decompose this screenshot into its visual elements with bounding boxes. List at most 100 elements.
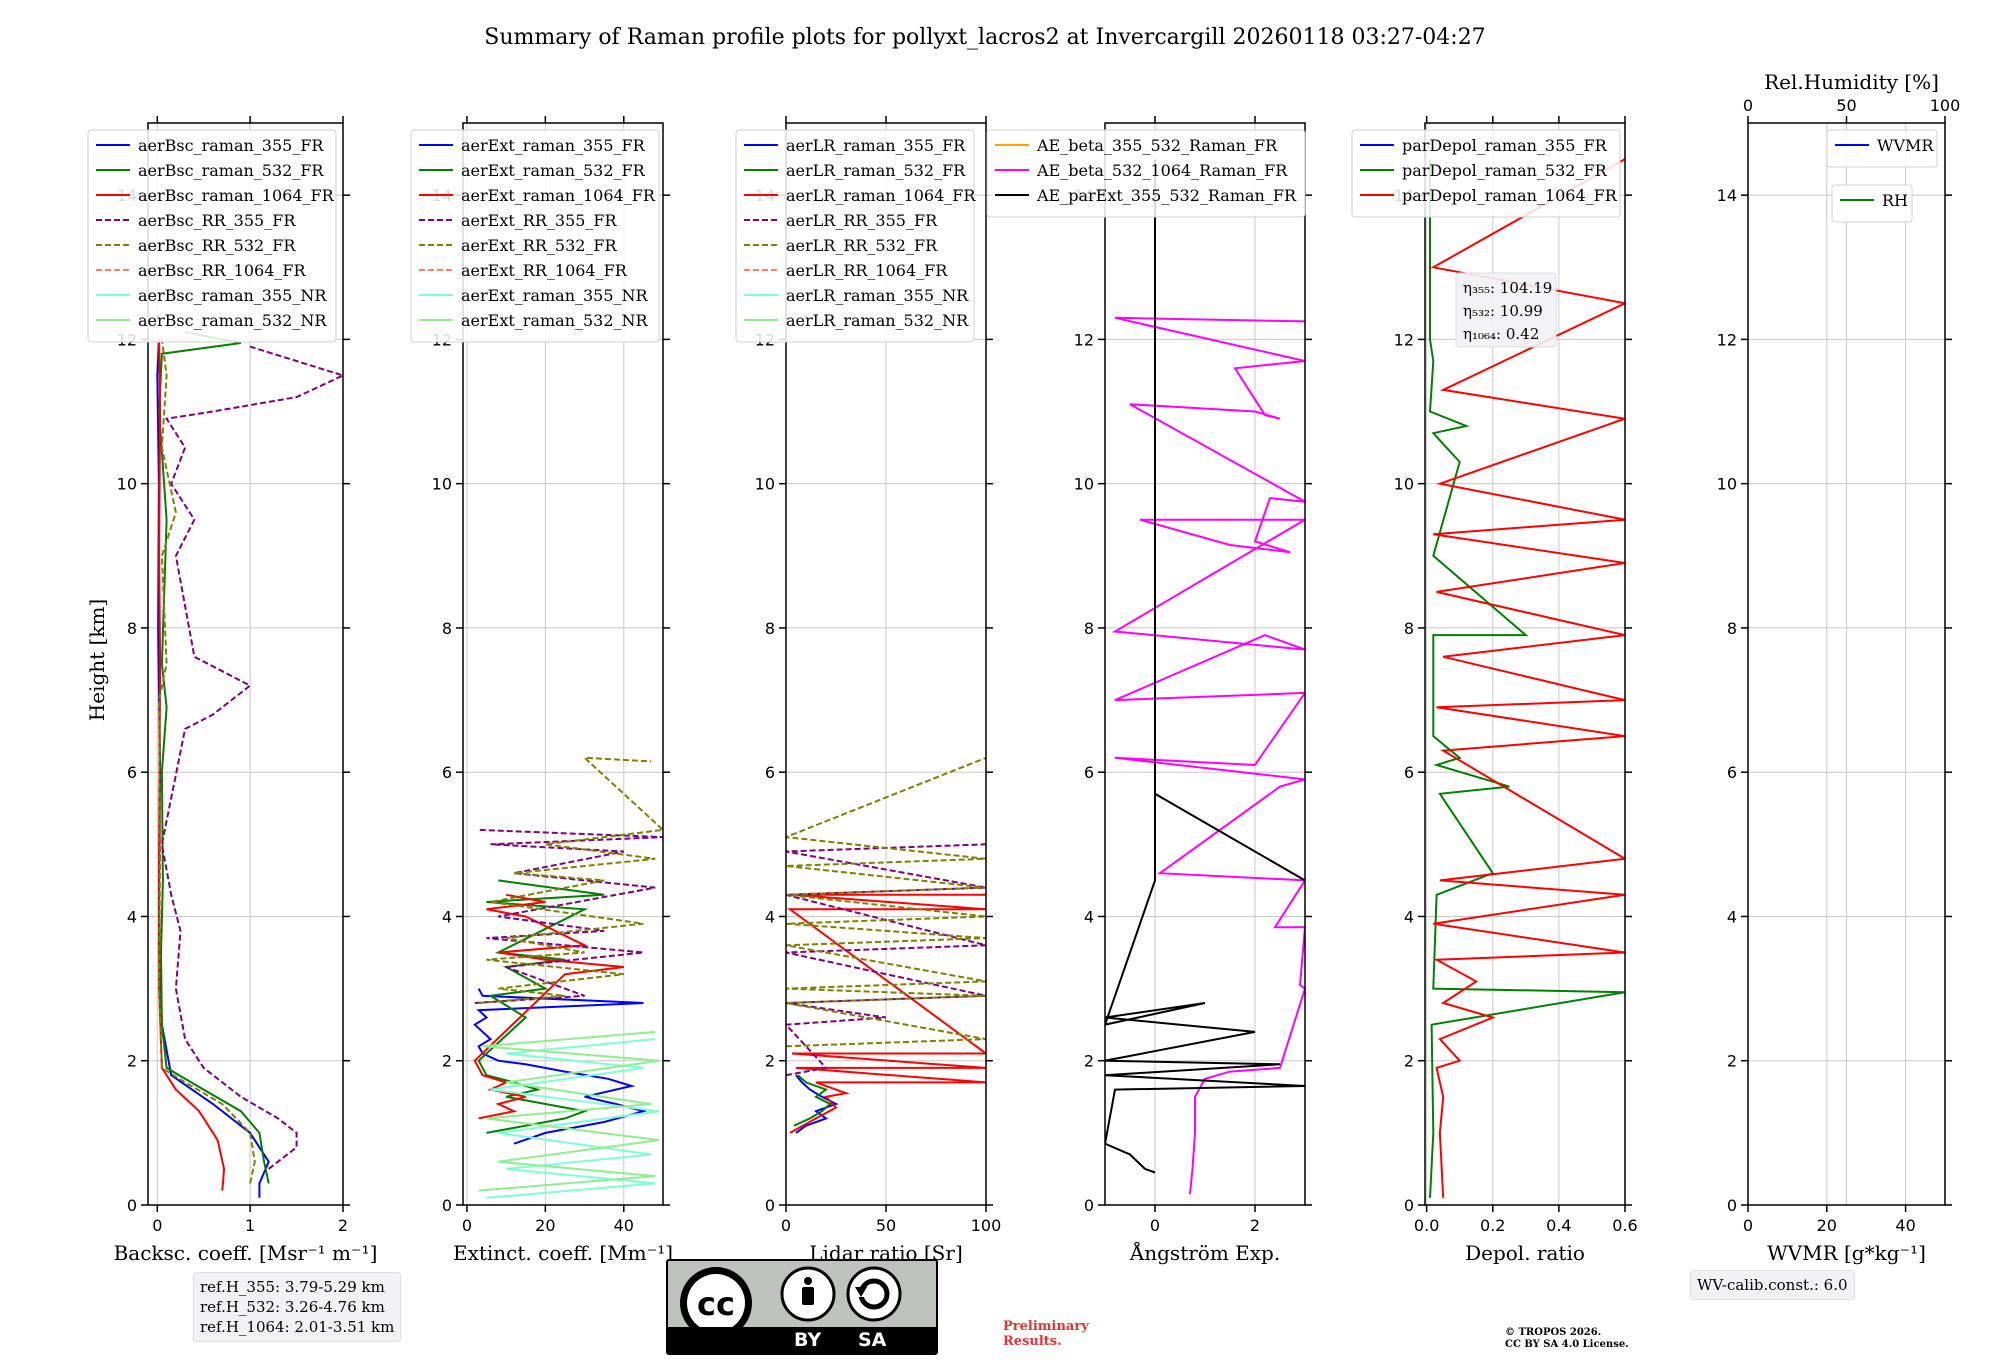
- ytick-label: 4: [1727, 907, 1737, 926]
- legend-entry: RH: [1882, 191, 1908, 210]
- legend-entry: aerLR_RR_355_FR: [786, 211, 938, 230]
- ytick-label: 6: [1727, 763, 1737, 782]
- ytick-label: 8: [765, 619, 775, 638]
- legend-entry: aerExt_RR_1064_FR: [461, 261, 628, 280]
- cc-by-label: BY: [794, 1329, 822, 1351]
- series-aerExt_raman_355_NR: [486, 1038, 660, 1199]
- ytick-label: 0: [127, 1196, 137, 1215]
- ytick-label: 10: [117, 475, 137, 494]
- preliminary-note: Preliminary Results.: [1003, 1319, 1089, 1349]
- ytick-label: 2: [1084, 1052, 1094, 1071]
- ytick-label: 0: [1404, 1196, 1414, 1215]
- x-axis-label-ae: Ångström Exp.: [1129, 1240, 1280, 1265]
- cc-logo-icon: cc: [680, 1266, 902, 1339]
- xtick-label: 2: [1250, 1216, 1260, 1235]
- ytick-label: 0: [442, 1196, 452, 1215]
- series-aerExt_raman_532_NR: [478, 1030, 660, 1192]
- legend-entry: parDepol_raman_355_FR: [1402, 136, 1608, 155]
- series-aerLR_raman_532_FR: [793, 1074, 832, 1127]
- legend-entry: aerBsc_raman_355_NR: [138, 286, 327, 305]
- series-group-lr: [786, 756, 986, 1134]
- ytick-label: 2: [765, 1052, 775, 1071]
- ytick-label: 0: [1727, 1196, 1737, 1215]
- legend-ae-box: [986, 129, 1306, 218]
- svg-text:cc: cc: [697, 1285, 735, 1323]
- eta-text: η₃₅₅: 104.19: [1463, 279, 1552, 297]
- eta-text: η₁₀₆₄: 0.42: [1463, 325, 1539, 343]
- legend-entry: aerExt_raman_355_FR: [461, 136, 646, 155]
- refh-532: ref.H_532: 3.26-4.76 km: [200, 1298, 385, 1316]
- panel-lr: 02468101214050100Lidar ratio [Sr]aerLR_r…: [735, 116, 1001, 1265]
- ytick-label: 4: [1084, 907, 1094, 926]
- series-aerLR_RR_532_FR: [786, 756, 986, 1048]
- legend-entry: aerLR_RR_532_FR: [786, 236, 938, 255]
- panel-ext: 0246810121402040Extinct. coeff. [Mm⁻¹]ae…: [410, 116, 673, 1265]
- axes-frame-ae: [1104, 122, 1306, 1206]
- legend2-wv-box: [1831, 184, 1913, 223]
- ytick-label: 4: [1404, 907, 1414, 926]
- series-aerLR_raman_355_FR: [795, 1074, 839, 1134]
- series-AE_beta_532_1064_Raman_FR: [1111, 316, 1305, 1195]
- y-axis-label: Height [km]: [85, 599, 109, 721]
- ytick-label: 8: [127, 619, 137, 638]
- legend-lr-box: [735, 129, 975, 343]
- figure-title: Summary of Raman profile plots for polly…: [484, 25, 1485, 50]
- series-parDepol_raman_532_FR: [1428, 159, 1625, 1198]
- legend-entry: aerExt_raman_532_NR: [461, 311, 649, 330]
- preliminary-line1: Preliminary: [1003, 1319, 1089, 1334]
- series-aerBsc_RR_532_FR: [158, 339, 256, 1184]
- ytick-label: 8: [1727, 619, 1737, 638]
- legend-entry: aerBsc_raman_1064_FR: [138, 186, 335, 205]
- copyright-line2: CC BY SA 4.0 License.: [1505, 1339, 1629, 1350]
- ytick-label: 4: [765, 907, 775, 926]
- ytick-label: 6: [765, 763, 775, 782]
- x-axis-label-dep: Depol. ratio: [1465, 1241, 1585, 1265]
- xtick-label: 0.4: [1546, 1216, 1571, 1235]
- ytick-label: 10: [432, 475, 452, 494]
- xtick-label: 40: [1895, 1216, 1915, 1235]
- legend-wv-box: [1826, 129, 1938, 168]
- cc-sa-label: SA: [858, 1329, 887, 1351]
- xtick-label: 20: [535, 1216, 555, 1235]
- series-group-ext: [473, 756, 663, 1199]
- wv-calib-box: WV-calib.const.: 6.0: [1690, 1270, 1855, 1300]
- ytick-label: 12: [1074, 330, 1094, 349]
- series-aerBsc_raman_355_FR: [156, 339, 270, 1198]
- ytick-label: 8: [1404, 619, 1414, 638]
- refh-355: ref.H_355: 3.79-5.29 km: [200, 1278, 385, 1296]
- xtick-label: 0.0: [1414, 1216, 1439, 1235]
- panel-wv: 0 2 4 6 8 10 12 14 0 20 40 0 50 100 Rel.Humidity [%] WV…: [1717, 70, 1961, 1265]
- ytick-label: 6: [442, 763, 452, 782]
- xtick-label: 0: [1150, 1216, 1160, 1235]
- axes-frame-bsc: [147, 122, 344, 1206]
- series-aerExt_raman_355_FR: [473, 988, 648, 1145]
- cc-badge-band: [668, 1327, 936, 1353]
- grid-ae: [1105, 123, 1305, 1205]
- cc-license-badge: cc BY SA: [666, 1259, 938, 1355]
- eta-text: η₅₃₂: 10.99: [1463, 302, 1543, 320]
- ytick-label: 12: [1394, 330, 1414, 349]
- xtick-label: 40: [614, 1216, 634, 1235]
- copyright-note: © TROPOS 2026. CC BY SA 4.0 License.: [1505, 1327, 1629, 1351]
- ytick-label: 6: [1404, 763, 1414, 782]
- legend-entry: aerBsc_raman_532_NR: [138, 311, 327, 330]
- ytick-label: 14: [1717, 186, 1737, 205]
- ytick-label: 2: [1727, 1052, 1737, 1071]
- legend-entry: aerLR_raman_355_NR: [786, 286, 969, 305]
- legend-entry: aerLR_raman_1064_FR: [786, 186, 976, 205]
- legend-ext-box: [410, 129, 660, 343]
- series-group-ae: [1105, 159, 1305, 1195]
- x-axis-label-bsc: Backsc. coeff. [Msr⁻¹ m⁻¹]: [114, 1241, 378, 1265]
- legend-entry: WVMR: [1877, 136, 1934, 155]
- panel-bsc: 02468101214012Backsc. coeff. [Msr⁻¹ m⁻¹]…: [87, 116, 378, 1265]
- legend-entry: aerLR_RR_1064_FR: [786, 261, 948, 280]
- legend-bsc-box: [87, 129, 337, 343]
- ytick-label: 2: [127, 1052, 137, 1071]
- series-aerBsc_RR_355_FR: [160, 345, 343, 1170]
- grid-wv: [1748, 123, 1945, 1205]
- series-AE_parExt_355_532_Raman_FR: [1105, 159, 1305, 1174]
- ytick-label: 0: [1084, 1196, 1094, 1215]
- ytick-label: 0: [765, 1196, 775, 1215]
- ytick-label: 8: [1084, 619, 1094, 638]
- xtick-label: 20: [1817, 1216, 1837, 1235]
